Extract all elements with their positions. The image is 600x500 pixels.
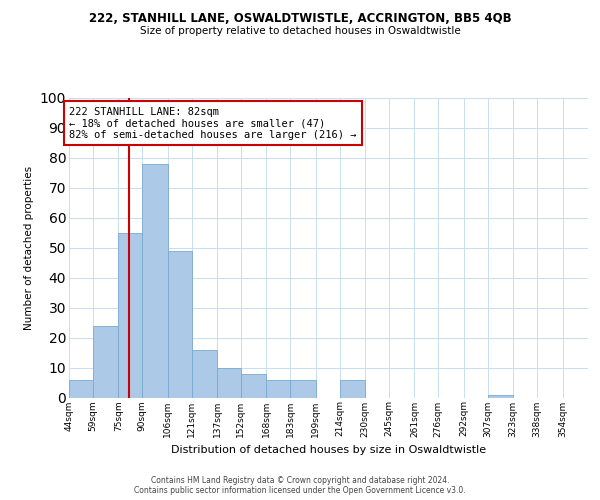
- Bar: [488, 394, 513, 398]
- Bar: [168, 250, 191, 398]
- Text: Contains HM Land Registry data © Crown copyright and database right 2024.
Contai: Contains HM Land Registry data © Crown c…: [134, 476, 466, 495]
- Bar: [93, 326, 118, 398]
- Bar: [217, 368, 241, 398]
- Bar: [241, 374, 266, 398]
- Bar: [290, 380, 316, 398]
- Y-axis label: Number of detached properties: Number of detached properties: [24, 166, 34, 330]
- Bar: [191, 350, 217, 398]
- Bar: [340, 380, 365, 398]
- Bar: [266, 380, 290, 398]
- X-axis label: Distribution of detached houses by size in Oswaldtwistle: Distribution of detached houses by size …: [171, 445, 486, 455]
- Bar: [118, 232, 142, 398]
- Text: Size of property relative to detached houses in Oswaldtwistle: Size of property relative to detached ho…: [140, 26, 460, 36]
- Bar: [69, 380, 93, 398]
- Text: 222 STANHILL LANE: 82sqm
← 18% of detached houses are smaller (47)
82% of semi-d: 222 STANHILL LANE: 82sqm ← 18% of detach…: [69, 106, 356, 140]
- Bar: [142, 164, 168, 398]
- Text: 222, STANHILL LANE, OSWALDTWISTLE, ACCRINGTON, BB5 4QB: 222, STANHILL LANE, OSWALDTWISTLE, ACCRI…: [89, 12, 511, 26]
